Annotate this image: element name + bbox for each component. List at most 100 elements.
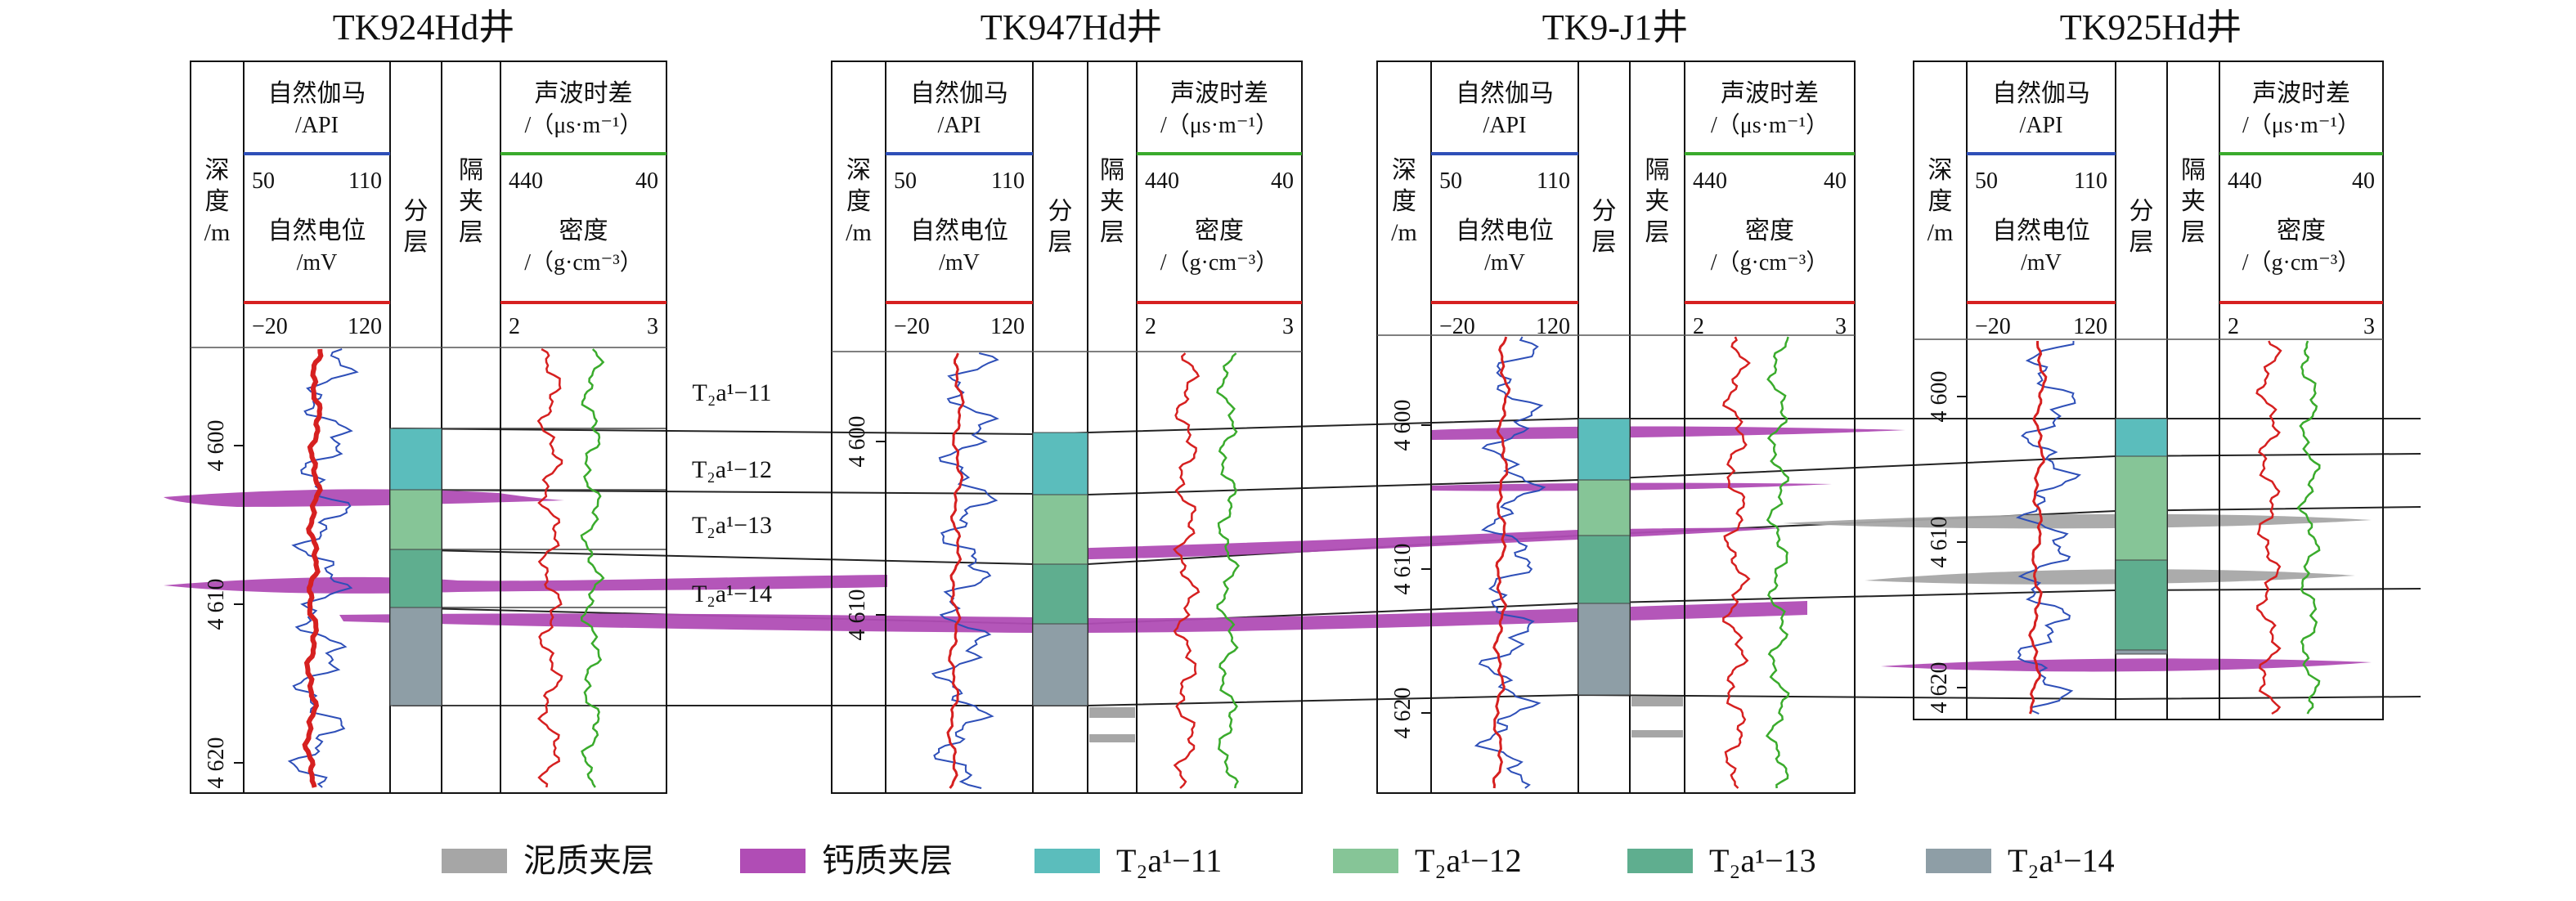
stratigraphic-layer-block (2115, 649, 2168, 655)
gamma-scale-max: 110 (1537, 168, 1570, 194)
well-titles: TK924Hd井 TK947Hd井 TK9-J1井 TK925Hd井 (333, 7, 2242, 47)
sp-title: 自然电位 (268, 217, 366, 244)
layer-column-label: 分 (1592, 198, 1617, 225)
gamma-scale-max: 110 (2074, 168, 2107, 194)
layer-column-label: 层 (1592, 229, 1617, 256)
sp-unit: /mV (1484, 250, 1525, 276)
density-unit: /（g·cm⁻³） (2242, 249, 2361, 276)
legend-swatch (1034, 849, 1100, 873)
legend-swatch (740, 849, 806, 873)
sp-curve (1492, 336, 1511, 789)
density-unit: /（g·cm⁻³） (524, 249, 643, 276)
sp-scale-max: 120 (348, 314, 382, 339)
interlayer-column-label: 隔 (1645, 157, 1670, 184)
correlation-shapes (164, 418, 2421, 706)
stratigraphic-layer-block (1032, 494, 1088, 565)
depth-column-label: 深 (1392, 157, 1416, 184)
stratigraphic-layer-block (1577, 479, 1631, 536)
sonic-curve (536, 347, 563, 788)
interlayer-column-label: 夹 (459, 188, 483, 215)
sp-scale-min: −20 (1975, 314, 2011, 339)
depth-column-label: 深 (205, 157, 230, 184)
well-panel: 深度/m 分层 隔夹层 自然伽马/API 50 110 自然电位/mV −20 120 声波时差 /… (1913, 61, 2384, 720)
well-panel: 深度/m 分层 隔夹层 自然伽马/API 50 110 自然电位/mV −20 120 声波时差 /… (1376, 61, 1856, 794)
depth-tick-label: 4 600 (204, 420, 229, 472)
gamma-unit: /API (938, 113, 981, 138)
density-curve (2296, 340, 2321, 715)
legend-swatch (442, 849, 507, 873)
density-unit: /（g·cm⁻³） (1711, 249, 1829, 276)
depth-column-label: 度 (1392, 188, 1416, 215)
well-frame (1376, 61, 1856, 794)
stratigraphic-layer-block (1577, 603, 1631, 696)
gamma-title: 自然伽马 (1992, 80, 2090, 107)
gamma-curve (1474, 336, 1546, 789)
layer-column-label: 层 (404, 229, 429, 256)
gamma-curve (931, 352, 999, 789)
stratigraphic-layer-block (389, 549, 442, 608)
sp-curve (946, 352, 965, 789)
well-panel: 深度/m 分层 隔夹层 自然伽马/API 50 110 自然电位/mV −20 120 声波时差 /… (190, 61, 667, 794)
well-frame (190, 61, 667, 794)
gamma-scale-min: 50 (894, 168, 917, 194)
sonic-curve (1173, 352, 1200, 789)
correlation-label: T₂a¹−11 (693, 379, 772, 406)
legend-swatch (1333, 849, 1398, 873)
sp-unit: /mV (939, 250, 980, 276)
density-scale-max: 3 (647, 314, 658, 339)
density-scale-min: 2 (509, 314, 520, 339)
stratigraphic-layer-block (2115, 418, 2168, 457)
sonic-scale-left: 440 (1145, 168, 1179, 194)
sonic-scale-right: 40 (2352, 168, 2375, 194)
interlayer-column-label: 层 (2181, 219, 2206, 246)
legend-swatch (1627, 849, 1693, 873)
sp-curve (302, 348, 324, 788)
layer-column-label: 分 (404, 198, 429, 225)
calcareous-interlayer-body (339, 601, 1807, 634)
density-scale-max: 3 (2363, 314, 2375, 339)
mudstone-interlayer-block (1631, 697, 1683, 706)
mudstone-interlayer-block (1089, 707, 1135, 718)
stratigraphic-layer-block (1577, 418, 1631, 481)
gamma-scale-min: 50 (252, 168, 275, 194)
interlayer-column-label: 隔 (2181, 157, 2206, 184)
stratigraphic-layer-block (1032, 563, 1088, 625)
correlation-label: T₂a¹−14 (692, 580, 772, 607)
sonic-scale-left: 440 (2228, 168, 2262, 194)
legend-label: 钙质夹层 (822, 842, 953, 879)
mudstone-interlayer-block (1089, 734, 1135, 742)
sp-title: 自然电位 (910, 217, 1008, 244)
sonic-scale-right: 40 (1271, 168, 1294, 194)
sp-scale-max: 120 (2073, 314, 2107, 339)
well-title: TK924Hd井 (333, 7, 514, 47)
depth-column-label: /m (1928, 219, 1954, 246)
sonic-scale-right: 40 (635, 168, 658, 194)
depth-column-label: 度 (205, 188, 230, 215)
sp-title: 自然电位 (1992, 217, 2090, 244)
gamma-curve (287, 348, 359, 788)
interlayer-column-label: 层 (459, 219, 483, 246)
depth-column-label: /m (846, 219, 872, 246)
depth-tick-label: 4 600 (845, 416, 870, 468)
legend-swatch (1926, 849, 1991, 873)
correlation-labels: T₂a¹−11 T₂a¹−12 T₂a¹−13 T₂a¹−14 (692, 379, 772, 607)
sonic-title: 声波时差 (1170, 80, 1268, 107)
gamma-title: 自然伽马 (910, 80, 1008, 107)
sonic-unit: /（μs·m⁻¹） (1160, 112, 1278, 138)
gamma-title: 自然伽马 (268, 80, 366, 107)
gamma-title: 自然伽马 (1456, 80, 1554, 107)
interlayer-column-label: 层 (1100, 219, 1124, 246)
density-curve (1765, 336, 1790, 789)
stratigraphic-layer-block (2115, 455, 2168, 561)
wells-layer: 深度/m 分层 隔夹层 自然伽马/API 50 110 自然电位/mV −20 120 声波时差 /… (190, 61, 2384, 794)
density-title: 密度 (1745, 217, 1794, 244)
depth-tick-label: 4 610 (204, 579, 229, 630)
legend-label: T₂a¹−13 (1709, 842, 1816, 879)
correlation-label: T₂a¹−13 (692, 512, 772, 539)
depth-column-label: 深 (1928, 157, 1953, 184)
layer-column-label: 层 (2129, 229, 2154, 256)
interlayer-column-label: 夹 (1100, 188, 1124, 215)
sonic-curve (2255, 340, 2282, 715)
depth-tick-label: 4 620 (1390, 688, 1416, 739)
